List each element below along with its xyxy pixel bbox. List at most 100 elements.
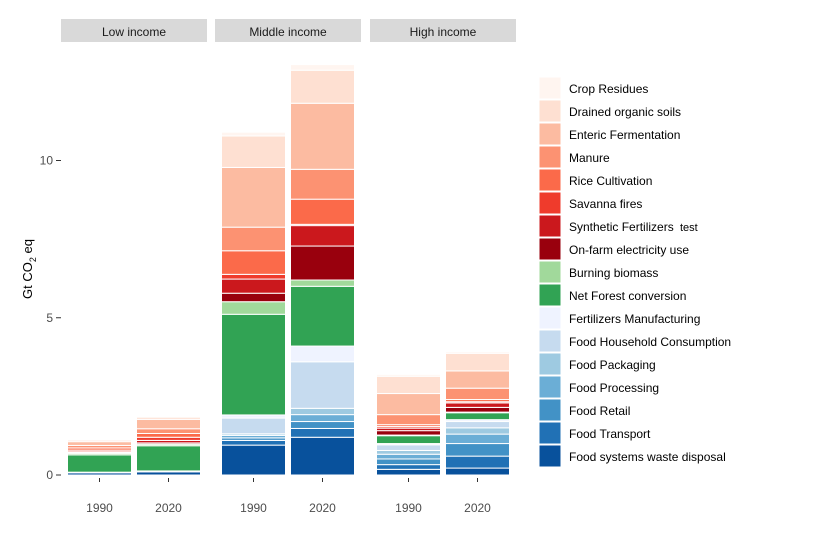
x-tick-label: 2020 [309, 501, 336, 515]
legend-label: Enteric Fermentation [569, 128, 680, 142]
y-axis-label-suffix: eq [20, 239, 35, 257]
facet-strip-1 [61, 19, 207, 42]
bar-segment [445, 433, 510, 445]
bar-segment [221, 135, 286, 168]
legend-label: On-farm electricity use [569, 243, 689, 257]
legend-label: Drained organic soils [569, 105, 681, 119]
legend-swatch [538, 99, 562, 123]
legend-label: Net Forest conversion [569, 289, 686, 303]
bar-segment [290, 279, 355, 287]
bar-segment [445, 421, 510, 429]
legend-label: Food Retail [569, 404, 630, 418]
facet-label: High income [410, 25, 477, 39]
legend-swatch [538, 76, 562, 100]
x-tick-label: 1990 [395, 501, 422, 515]
bar-segment [221, 301, 286, 315]
legend-swatch [538, 214, 562, 238]
bar-segment [67, 438, 132, 441]
bar-segment [67, 454, 132, 473]
annotation-text: test [680, 222, 698, 234]
bar-segment [376, 444, 441, 451]
legend-label: Food Transport [569, 427, 651, 441]
bar-segment [221, 439, 286, 446]
bar-segment [221, 250, 286, 275]
legend-label: Savanna fires [569, 197, 642, 211]
legend-label: Food Packaging [569, 358, 656, 372]
bar-segment [290, 285, 355, 347]
facet-strip-3 [370, 19, 516, 42]
bar-segment [376, 453, 441, 460]
legend-swatch [538, 168, 562, 192]
bar-segment [290, 427, 355, 438]
legend-swatch [538, 398, 562, 422]
bar-segment [290, 198, 355, 225]
legend-swatch [538, 306, 562, 330]
bar-segment [376, 458, 441, 466]
legend-label: Burning biomass [569, 266, 658, 280]
bar-segment [221, 444, 286, 476]
legend-swatch [538, 375, 562, 399]
bar-segment [290, 225, 355, 247]
bar-segment [445, 455, 510, 469]
x-tick-label: 2020 [155, 501, 182, 515]
axes-layer: 0 5 10 [40, 154, 61, 482]
bar-segment [136, 432, 201, 438]
bar-segment [445, 402, 510, 408]
legend: Crop Residues Drained organic soils Enteri… [538, 76, 731, 468]
legend-swatch [538, 421, 562, 445]
bar-segment [376, 375, 441, 395]
bar-segment [290, 168, 355, 200]
bar-segment [136, 418, 201, 430]
bar-segment [290, 64, 355, 71]
y-axis-label-main: Gt CO [20, 262, 35, 299]
y-tick-label: 0 [46, 468, 53, 482]
bar-segment [445, 427, 510, 435]
bar-segment [445, 387, 510, 401]
x-tick-label: 2020 [464, 501, 491, 515]
facet-strip-2 [215, 19, 361, 42]
bar-segment [290, 245, 355, 281]
bar-segment [221, 131, 286, 137]
legend-swatch [538, 191, 562, 215]
bar-segment [376, 435, 441, 445]
legend-swatch [538, 352, 562, 376]
bar-segment [445, 352, 510, 372]
bar-segment [445, 351, 510, 354]
bar-segment [445, 412, 510, 421]
bar-segment [136, 428, 201, 434]
legend-label: Crop Residues [569, 82, 648, 96]
bar-segment [221, 278, 286, 294]
legend-swatch [538, 283, 562, 307]
bar-segment [290, 407, 355, 416]
legend-swatch [538, 122, 562, 146]
facet-label: Low income [102, 25, 166, 39]
legend-label: Synthetic Fertilizers [569, 220, 674, 234]
y-tick-label: 5 [46, 311, 53, 325]
x-tick-label: 1990 [240, 501, 267, 515]
bar-segment [445, 406, 510, 413]
y-axis-label: Gt CO2 eq [20, 239, 38, 299]
legend-label: Food Processing [569, 381, 659, 395]
bar-segment [290, 361, 355, 409]
legend-swatch [538, 329, 562, 353]
bar-segment [376, 414, 441, 426]
bar-segment [445, 467, 510, 476]
bar-segment [290, 69, 355, 104]
bar-segment [221, 292, 286, 303]
bar-segment [290, 414, 355, 423]
bar-segment [445, 370, 510, 389]
bar-segment [67, 441, 132, 446]
bars-layer: 1990 2020 1990 2020 1990 2020 [67, 64, 510, 515]
bar-segment [221, 226, 286, 252]
bar-segment [221, 417, 286, 435]
bar-segment [376, 393, 441, 416]
bar-segment [445, 443, 510, 457]
legend-label: Manure [569, 151, 610, 165]
y-axis-label-subscript: 2 [28, 257, 38, 262]
bar-segment [376, 449, 441, 455]
legend-label: Fertilizers Manufacturing [569, 312, 700, 326]
facet-label: Middle income [249, 25, 327, 39]
legend-swatch [538, 145, 562, 169]
bar-segment [376, 373, 441, 377]
